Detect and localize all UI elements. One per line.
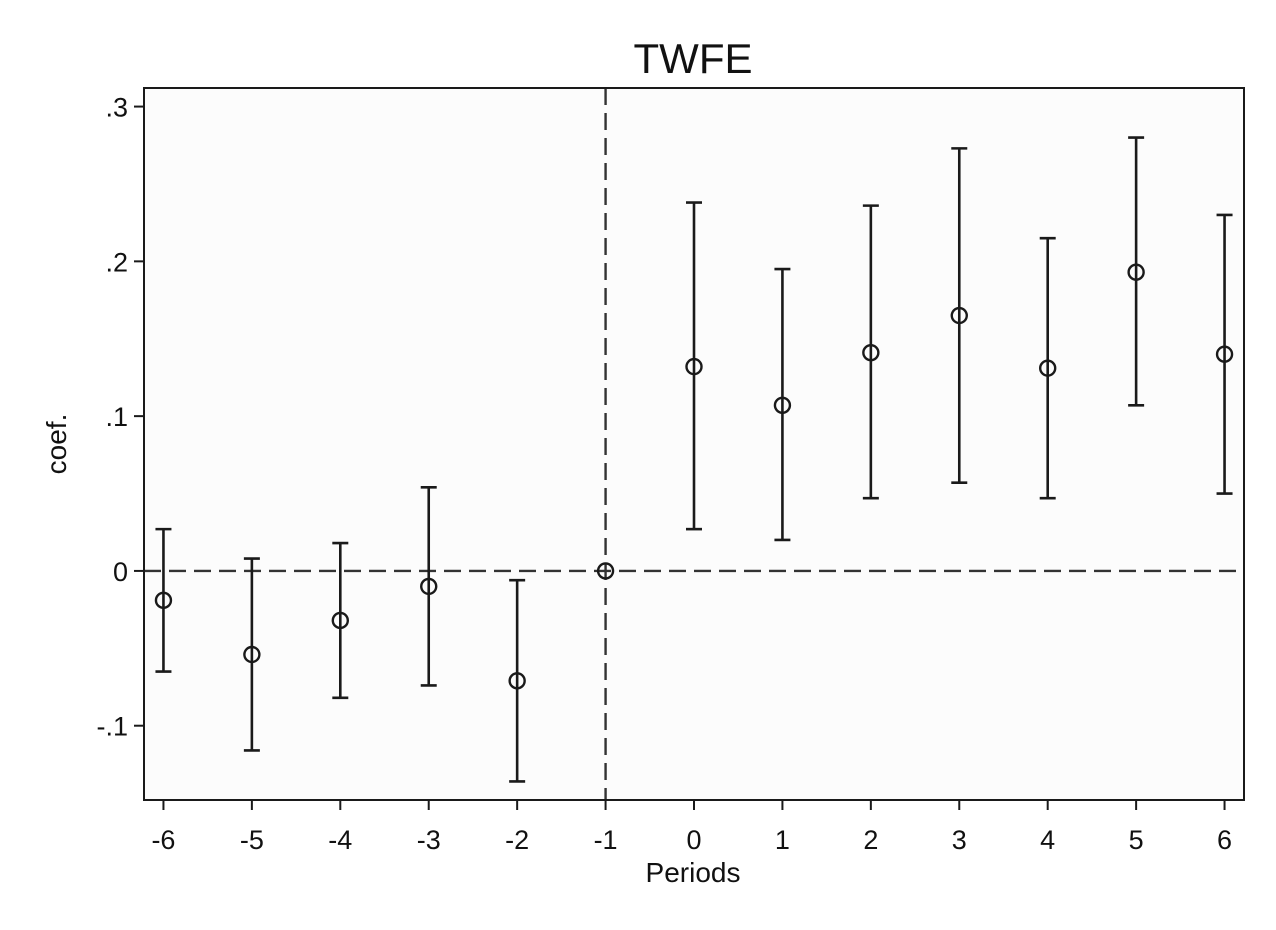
x-axis: -6 -5 -4 -3 -2 -1 0 1 2 3 4 5 6 bbox=[151, 800, 1232, 855]
error-bar bbox=[951, 147, 968, 484]
x-tick-label: 3 bbox=[952, 825, 967, 855]
y-tick-label: .1 bbox=[105, 402, 128, 432]
y-axis-label: coef. bbox=[41, 414, 72, 475]
x-tick-label: -2 bbox=[505, 825, 529, 855]
error-bar bbox=[1216, 213, 1233, 495]
data-point bbox=[508, 672, 526, 690]
y-axis: -.1 0 .1 .2 .3 bbox=[96, 93, 144, 742]
x-axis-label: Periods bbox=[646, 857, 741, 888]
y-tick-label: .3 bbox=[105, 93, 128, 123]
x-tick-label: 0 bbox=[686, 825, 701, 855]
x-tick-label: 2 bbox=[863, 825, 878, 855]
x-tick-label: 5 bbox=[1129, 825, 1144, 855]
x-tick-label: 4 bbox=[1040, 825, 1055, 855]
error-bar bbox=[332, 541, 349, 700]
data-point bbox=[685, 357, 703, 376]
data-point bbox=[596, 562, 615, 580]
data-point bbox=[773, 396, 792, 415]
error-bar bbox=[774, 267, 791, 542]
error-bar bbox=[155, 527, 172, 673]
data-point bbox=[862, 343, 880, 362]
error-bar bbox=[686, 201, 702, 531]
x-tick-label: -5 bbox=[240, 825, 264, 855]
x-tick-label: -6 bbox=[151, 825, 175, 855]
error-bar bbox=[1039, 236, 1056, 500]
data-point bbox=[1127, 263, 1145, 281]
x-tick-label: 6 bbox=[1217, 825, 1232, 855]
x-tick-label: 1 bbox=[775, 825, 790, 855]
data-point bbox=[1038, 359, 1057, 377]
error-bar bbox=[1128, 136, 1145, 407]
error-bar bbox=[509, 578, 526, 783]
error-bar bbox=[243, 557, 260, 752]
data-point bbox=[331, 611, 350, 630]
x-tick-label: -4 bbox=[328, 825, 352, 855]
data-point bbox=[243, 645, 261, 664]
data-point bbox=[950, 306, 968, 325]
reference-lines bbox=[144, 88, 1244, 800]
y-tick-label: -.1 bbox=[96, 712, 128, 742]
x-tick-label: -3 bbox=[417, 825, 441, 855]
data-point bbox=[1215, 345, 1234, 363]
x-tick-label: -1 bbox=[594, 825, 618, 855]
error-bars bbox=[155, 136, 1233, 783]
data-point bbox=[154, 591, 173, 610]
error-bar bbox=[862, 204, 879, 500]
error-bar bbox=[420, 486, 437, 687]
y-tick-label: 0 bbox=[113, 557, 128, 587]
y-tick-label: .2 bbox=[105, 247, 128, 277]
data-points bbox=[154, 263, 1234, 690]
data-point bbox=[420, 577, 438, 596]
chart-title: TWFE bbox=[634, 35, 753, 82]
